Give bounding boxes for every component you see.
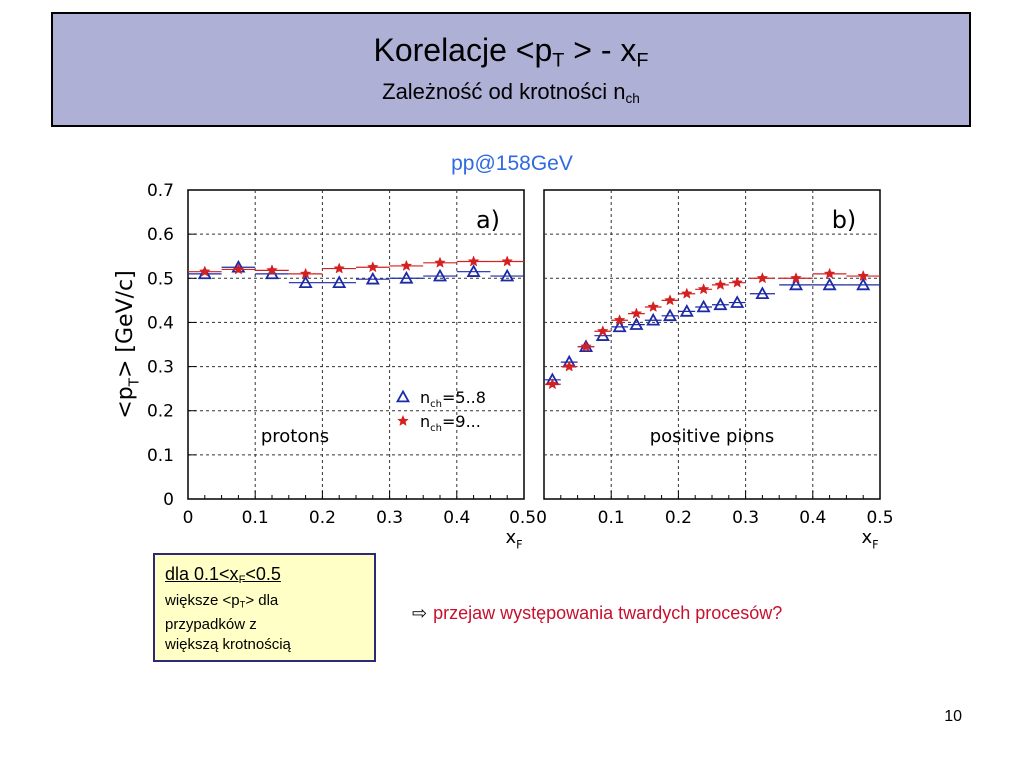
panel-b-point-low (856, 277, 871, 291)
panel-a-xlabel: xF (505, 527, 522, 551)
panel-a-annotation: protons (261, 426, 329, 447)
panel-b-point-low (646, 312, 661, 326)
panel-b-point-low (730, 295, 745, 308)
panel-a-xtick-label: 0.2 (309, 508, 336, 528)
panel-b-point-high (857, 269, 870, 282)
panel-b-point-low (755, 286, 770, 300)
panel-b-point-high (546, 378, 559, 390)
energy-label: pp@158GeV (451, 152, 573, 175)
panel-a-ytick-label: 0.7 (147, 181, 174, 201)
panel-a-xtick-label: 0.50 (509, 508, 547, 528)
panel-a-ytick-label: 0.2 (147, 402, 174, 422)
panel-a-xtick-label: 0 (183, 508, 194, 528)
panel-a-xtick-label: 0.3 (376, 508, 403, 528)
panel-b-point-low (696, 299, 711, 313)
panel-b-point-high (680, 287, 693, 299)
panel-b-point-low (822, 277, 837, 291)
panel-a-point-low (298, 275, 313, 289)
panel-b-xtick-label: 0.1 (598, 508, 625, 528)
panel-a-point-high (198, 265, 211, 277)
panel-a-point-high (501, 255, 514, 267)
panel-b-point-high (596, 325, 609, 337)
panel-b-point-high (823, 267, 836, 279)
panel-b-xtick-label: 0.4 (799, 508, 826, 528)
panel-b-point-high (790, 272, 802, 284)
panel-b-xlabel: xF (861, 527, 878, 551)
slide-title: Korelacje <pT > - xF (373, 32, 649, 72)
arrow-right-icon: ⇨ (412, 603, 428, 623)
panel-a-point-high (333, 262, 346, 274)
panel-a-point-high (366, 261, 379, 273)
conclusion: ⇨ przejaw występowania twardych procesów? (412, 603, 782, 624)
panel-b-point-low (713, 297, 728, 311)
panel-b-point-high (756, 272, 769, 284)
panel-b-point-high (714, 278, 727, 290)
panel-a-ytick-label: 0.6 (147, 225, 174, 245)
panel-a-point-high (400, 259, 413, 271)
panel-a-point-low (466, 264, 481, 277)
panel-b-frame (543, 189, 881, 500)
note-line-2: przypadków z (165, 615, 257, 633)
slide-subtitle: Zależność od krotności nch (382, 78, 640, 106)
panel-a-point-low (332, 275, 347, 289)
panel-a-legend-label: nch=5..8 (420, 388, 486, 410)
note-line-3: większą krotnością (165, 635, 291, 653)
panel-a-ytick-label: 0.1 (147, 446, 174, 466)
panel-b-point-high (647, 300, 660, 312)
conclusion-text: przejaw występowania twardych procesów? (433, 603, 783, 623)
panel-b-point-low (612, 319, 627, 333)
panel-a-point-high (434, 256, 446, 268)
panel-b-point-low (788, 277, 804, 291)
panel-b-xtick-label: 0.5 (866, 508, 893, 528)
panel-b-point-high (630, 307, 643, 319)
panel-a-point-low (432, 268, 448, 282)
panel-b-xtick-label: 0.3 (732, 508, 759, 528)
panel-a-point-low (500, 268, 515, 282)
note-line-1: większe <pT> dla (165, 592, 279, 610)
panel-a-legend-marker (395, 389, 411, 403)
panel-b-point-high (697, 283, 710, 295)
panel-a-point-high (232, 263, 245, 275)
panel-a-xtick-label: 0.1 (242, 508, 269, 528)
panel-b-point-high (664, 294, 676, 306)
title-box: Korelacje <pT > - xF Zależność od krotno… (51, 12, 971, 127)
panel-b-point-low (629, 317, 644, 330)
panel-a-point-high (266, 264, 278, 276)
panel-a-legend-label: nch=9... (420, 412, 481, 434)
panel-b-annotation: positive pions (650, 426, 775, 447)
panel-a-point-low (365, 271, 380, 285)
panel-b-point-high (613, 314, 626, 326)
panel-a-ytick-label: 0.4 (147, 313, 174, 333)
panel-b-point-high (731, 276, 744, 288)
panel-a-legend-marker (397, 414, 409, 426)
panel-a-ylabel: <pT> [GeV/c] (113, 270, 143, 418)
panel-a-ytick-label: 0 (163, 490, 174, 510)
panel-b-point-high (563, 360, 576, 372)
panel-a-ytick-label: 0.3 (147, 358, 174, 378)
panel-a-point-high (299, 267, 312, 279)
panel-a-point-high (467, 255, 480, 267)
panel-a-ytick-label: 0.5 (147, 269, 174, 289)
panel-a-xtick-label: 0.4 (443, 508, 470, 528)
note-heading: dla 0.1<xF<0.5 (165, 564, 281, 587)
note-box: dla 0.1<xF<0.5 większe <pT> dla przypadk… (153, 553, 376, 662)
page-number: 10 (944, 708, 962, 725)
panel-a-frame (187, 189, 525, 500)
panel-b-label: b) (832, 206, 857, 234)
panel-a-point-low (399, 270, 414, 284)
panel-b-xtick-label: 0.2 (665, 508, 692, 528)
panel-b-point-low (679, 304, 694, 317)
panel-b-point-low (662, 308, 678, 322)
panel-a-label: a) (476, 206, 500, 234)
panel-b-point-high (580, 340, 592, 352)
